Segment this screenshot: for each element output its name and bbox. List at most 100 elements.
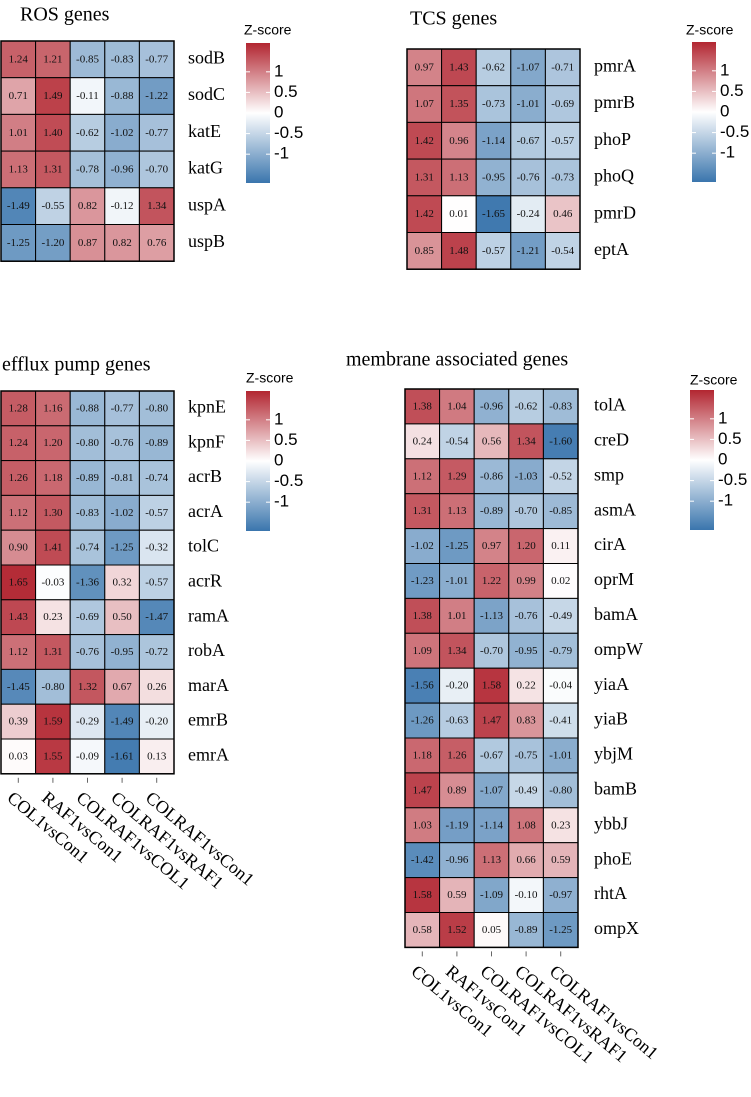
efflux-row-label: acrB [188, 466, 222, 486]
efflux-cell-label: -0.72 [145, 646, 168, 658]
efflux-cell-label: -1.49 [111, 716, 134, 728]
tcs-row-label: phoQ [594, 166, 634, 186]
membrane-cell-label: 0.02 [551, 575, 570, 587]
efflux-legend-tick-label: 0 [274, 450, 283, 469]
efflux-cell-label: 1.24 [9, 437, 29, 449]
ros-cell [104, 113, 140, 152]
efflux-cell-label: -1.02 [111, 507, 134, 519]
membrane-cell-label: -0.85 [549, 505, 572, 517]
efflux-cell-label: -0.76 [111, 437, 134, 449]
efflux-cell-label: 1.28 [9, 402, 29, 414]
ros-cell-label: -0.78 [76, 163, 99, 175]
efflux-cell [35, 460, 71, 496]
ros-row-label: sodB [188, 47, 225, 67]
tcs-cell-label: 0.85 [415, 245, 435, 257]
tcs-cell-label: -0.71 [551, 61, 574, 73]
membrane-cell-label: -0.86 [480, 470, 503, 482]
ros-row-label: katG [188, 158, 223, 178]
membrane-cell [439, 632, 475, 669]
membrane-cell-label: -1.19 [445, 819, 468, 831]
ros-row-label: sodC [188, 84, 225, 104]
membrane-cell-label: -1.02 [411, 540, 434, 552]
membrane-cell [404, 912, 441, 948]
membrane-cell-label: -1.42 [411, 854, 434, 866]
membrane-cell-label: 0.05 [482, 924, 502, 936]
tcs-cell-label: 1.35 [449, 98, 469, 110]
membrane-cell-label: -1.25 [549, 924, 572, 936]
ros-frame [0, 40, 175, 262]
efflux-cell-label: 1.32 [78, 681, 97, 693]
ros-cell-label: 0.82 [112, 237, 131, 249]
efflux-cell-label: 0.67 [112, 681, 132, 693]
efflux-cell-label: 1.41 [43, 542, 62, 554]
ros-cell-label: -1.20 [41, 237, 64, 249]
efflux-row-label: acrR [188, 571, 222, 591]
efflux-cell-label: -0.88 [76, 402, 99, 414]
efflux-cell-label: 1.43 [9, 611, 29, 623]
membrane-cell-label: 0.22 [516, 680, 535, 692]
tcs-row-label: pmrD [594, 202, 636, 222]
membrane-cell [508, 632, 544, 669]
membrane-cell-label: -0.49 [515, 784, 538, 796]
membrane-row-label: ybjM [594, 744, 633, 764]
membrane-legend-tick-label: 1 [718, 408, 727, 427]
membrane-cell-label: 1.26 [447, 749, 467, 761]
membrane-cell [542, 842, 579, 879]
efflux-cell-label: -0.03 [41, 576, 64, 588]
ros-cell-label: -1.25 [7, 237, 30, 249]
efflux-cell-label: -0.80 [145, 402, 168, 414]
tcs-cell [441, 232, 477, 270]
membrane-cell [508, 528, 544, 564]
membrane-cell-label: 0.89 [447, 784, 467, 796]
membrane-cell-label: -0.75 [515, 749, 538, 761]
ros-cell-label: 1.21 [43, 53, 62, 65]
membrane-legend-title: Z-score [690, 372, 738, 388]
ros-legend-tick-label: -0.5 [274, 123, 303, 142]
efflux-cell-label: 1.30 [43, 507, 63, 519]
tcs-cell-label: 1.07 [415, 98, 435, 110]
efflux-title: efflux pump genes [2, 354, 151, 376]
membrane-cell [508, 563, 544, 599]
membrane-cell-label: 1.34 [516, 435, 536, 447]
efflux-cell-label: 1.16 [43, 402, 63, 414]
efflux-cell-label: -0.29 [76, 716, 99, 728]
membrane-legend-tick-label: 0.5 [718, 429, 742, 448]
membrane-cell-label: 0.24 [413, 435, 433, 447]
membrane-row-label: bamB [594, 778, 637, 798]
ros-row-label: uspB [188, 231, 225, 251]
efflux-cell-label: -0.89 [76, 472, 99, 484]
efflux-cell-label: 1.12 [9, 646, 28, 658]
efflux-cell-label: -0.77 [111, 402, 134, 414]
ros-cell-label: -1.22 [145, 90, 168, 102]
membrane-cell-label: -0.52 [549, 470, 572, 482]
tcs-cell-label: -1.14 [482, 135, 505, 147]
tcs-row-label: eptA [594, 239, 629, 259]
tcs-cell-label: -1.21 [517, 245, 540, 257]
ros-cell [35, 187, 71, 226]
efflux-cell-label: -0.80 [76, 437, 99, 449]
tcs-cell [475, 85, 512, 123]
efflux-cell [104, 494, 140, 531]
tcs-cell-label: -1.07 [517, 61, 540, 73]
ros-cell-label: -0.88 [111, 90, 134, 102]
efflux-cell-label: -0.20 [145, 716, 168, 728]
membrane-legend-tick-label: 0 [718, 449, 727, 468]
tcs-cell-label: -0.95 [482, 171, 505, 183]
efflux-cell-label: 1.31 [43, 646, 62, 658]
efflux-legend-title: Z-score [246, 370, 294, 386]
ros-cell [104, 224, 140, 262]
membrane-cell [473, 528, 510, 564]
tcs-cell [441, 195, 477, 234]
membrane-cell-label: 0.99 [516, 575, 536, 587]
membrane-cell [473, 842, 510, 879]
ros-cell-label: -1.02 [111, 127, 134, 139]
membrane-cell-label: -1.13 [480, 610, 503, 622]
tcs-legend-tick-label: 0.5 [720, 81, 744, 100]
membrane-cell [473, 807, 510, 844]
efflux-cell-label: -0.09 [76, 750, 99, 762]
membrane-cell-label: 1.20 [516, 540, 536, 552]
efflux-cell-label: -0.80 [41, 681, 64, 693]
efflux-cell [35, 494, 71, 531]
ros-cell-label: -0.85 [76, 53, 99, 65]
